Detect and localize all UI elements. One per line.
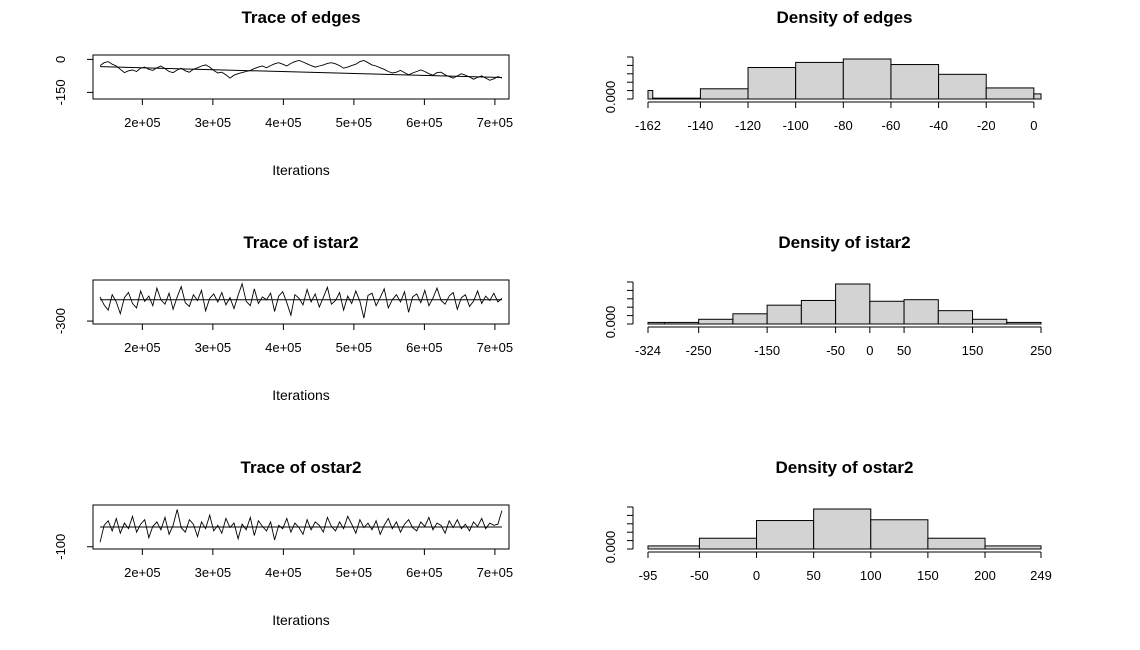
x-tick-label: -140 [687, 118, 713, 133]
x-tick-label: 50 [897, 343, 911, 358]
histogram-bar [927, 537, 986, 550]
y-tick-label: 0.000 [603, 306, 618, 339]
histogram-bar [647, 89, 654, 100]
x-tick-label: 4e+05 [265, 115, 302, 130]
x-tick-label: 50 [806, 568, 820, 583]
x-tick-label: -250 [686, 343, 712, 358]
trace-mean-line [100, 66, 502, 78]
x-tick-label: -20 [977, 118, 996, 133]
x-tick-label: -162 [635, 118, 661, 133]
density-title: Density of istar2 [778, 233, 910, 252]
histogram-bar [842, 58, 892, 100]
trace-series-line [99, 509, 503, 543]
trace-title: Trace of edges [241, 8, 360, 27]
trace-series-line [99, 282, 503, 319]
x-tick-label: 7e+05 [477, 340, 514, 355]
x-tick-label: -80 [834, 118, 853, 133]
y-tick-label: -150 [53, 79, 68, 105]
x-tick-label: 2e+05 [124, 565, 161, 580]
x-tick-label: 0 [753, 568, 760, 583]
x-tick-label: 3e+05 [195, 115, 232, 130]
density-title: Density of edges [776, 8, 912, 27]
x-tick-label: 7e+05 [477, 565, 514, 580]
histogram-bar [835, 283, 871, 325]
x-tick-label: -50 [690, 568, 709, 583]
trace-plot-box [92, 279, 510, 325]
trace-series-line [99, 60, 503, 81]
x-tick-label: -100 [783, 118, 809, 133]
x-tick-label: 250 [1030, 343, 1052, 358]
x-tick-label: 7e+05 [477, 115, 514, 130]
x-tick-label: 5e+05 [336, 340, 373, 355]
x-tick-label: 2e+05 [124, 115, 161, 130]
histogram-bar [813, 508, 872, 550]
x-tick-label: 6e+05 [406, 565, 443, 580]
histogram-bar [795, 61, 844, 100]
y-tick-label: -300 [53, 308, 68, 334]
x-tick-label: 5e+05 [336, 565, 373, 580]
x-tick-label: 4e+05 [265, 565, 302, 580]
y-tick-label: -100 [53, 534, 68, 560]
histogram-bar [766, 304, 802, 325]
x-tick-label: 3e+05 [195, 565, 232, 580]
x-axis-label: Iterations [272, 612, 330, 628]
x-tick-label: 0 [866, 343, 873, 358]
x-tick-label: 150 [962, 343, 984, 358]
histogram-bar [903, 299, 939, 325]
histogram-bar [938, 73, 987, 100]
y-tick-label: 0 [53, 56, 68, 63]
x-tick-label: 2e+05 [124, 340, 161, 355]
histogram-bar [800, 299, 837, 325]
y-tick-label: 0.000 [603, 531, 618, 564]
trace-title: Trace of istar2 [243, 233, 358, 252]
density-title: Density of ostar2 [776, 458, 914, 477]
x-tick-label: -40 [929, 118, 948, 133]
x-tick-label: 100 [860, 568, 882, 583]
histogram-bar [698, 537, 758, 550]
histogram-bar [698, 318, 734, 325]
histogram-bar [985, 87, 1035, 100]
x-tick-label: -324 [635, 343, 661, 358]
x-tick-label: 3e+05 [195, 340, 232, 355]
x-tick-label: 4e+05 [265, 340, 302, 355]
histogram-bar [890, 64, 940, 100]
x-tick-label: -50 [826, 343, 845, 358]
x-tick-label: 5e+05 [336, 115, 373, 130]
histogram-bar [870, 519, 929, 550]
histogram-bar [756, 520, 815, 550]
histogram-bar [869, 300, 905, 325]
histogram-bar [972, 318, 1008, 325]
y-tick-label: 0.000 [603, 81, 618, 114]
trace-plot-box [92, 54, 510, 100]
trace-title: Trace of ostar2 [241, 458, 362, 477]
histogram-bar [732, 313, 768, 325]
x-tick-label: -120 [735, 118, 761, 133]
histogram-bar [747, 67, 797, 100]
x-tick-label: 6e+05 [406, 340, 443, 355]
x-tick-label: 249 [1030, 568, 1052, 583]
histogram-bar [1033, 93, 1042, 100]
histogram-bar [699, 88, 749, 100]
x-tick-label: 200 [974, 568, 996, 583]
x-tick-label: -60 [882, 118, 901, 133]
x-axis-label: Iterations [272, 387, 330, 403]
trace-plot-box [92, 504, 510, 550]
histogram-bar [937, 310, 974, 325]
x-tick-label: -150 [754, 343, 780, 358]
x-tick-label: 150 [917, 568, 939, 583]
x-axis-label: Iterations [272, 162, 330, 178]
x-tick-label: 6e+05 [406, 115, 443, 130]
x-tick-label: -95 [639, 568, 658, 583]
x-tick-label: 0 [1030, 118, 1037, 133]
